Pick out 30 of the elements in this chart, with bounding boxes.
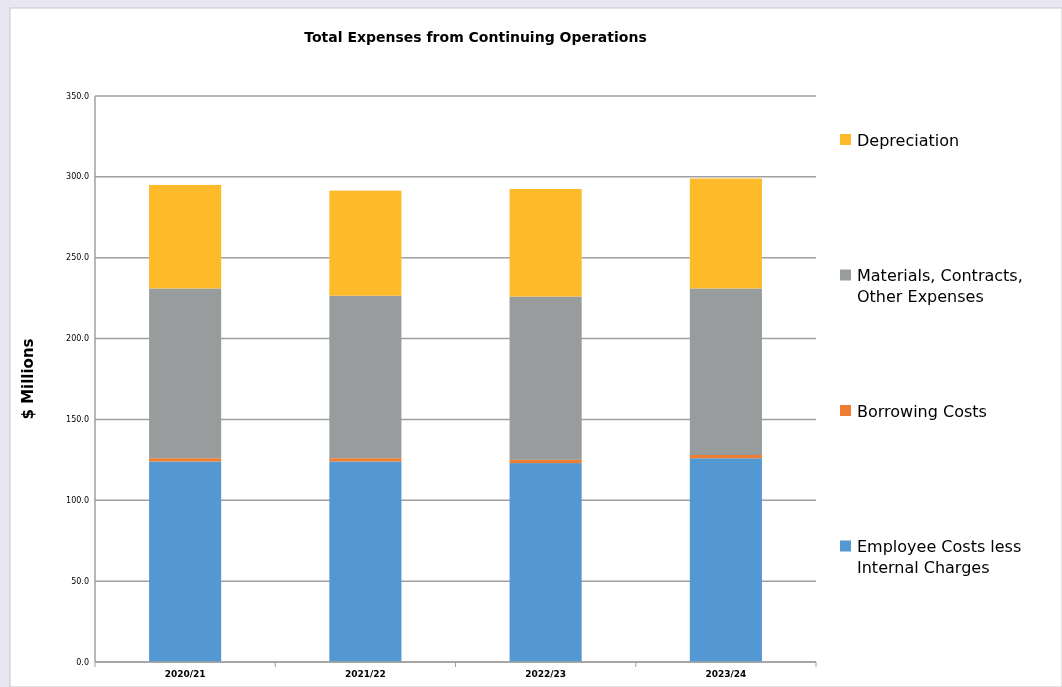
legend-label: Materials, Contracts, Other Expenses [857, 266, 1023, 306]
y-tick-label: 150.0 [66, 414, 89, 424]
x-tick-label: 2021/22 [344, 669, 386, 679]
chart-title: Total Expenses from Continuing Operations [304, 29, 647, 45]
y-tick-label: 50.0 [71, 576, 89, 586]
bar [689, 178, 762, 289]
y-tick-label: 0.0 [76, 657, 89, 667]
legend-label: Borrowing Costs [857, 401, 987, 421]
y-tick-label: 350.0 [66, 91, 89, 101]
x-tick-label: 2023/24 [705, 669, 747, 679]
bar [329, 190, 402, 296]
y-tick-label: 250.0 [66, 253, 89, 263]
x-tick-label: 2022/23 [525, 669, 567, 679]
bar [689, 455, 762, 459]
bar [689, 458, 762, 662]
x-tick-label: 2020/21 [164, 669, 206, 679]
bar [149, 184, 222, 289]
y-tick-label: 100.0 [66, 495, 89, 505]
y-tick-label: 200.0 [66, 334, 89, 344]
bar [329, 461, 402, 662]
bar [509, 188, 582, 297]
bar [509, 459, 582, 464]
legend-label: Employee Costs less Internal Charges [857, 537, 1022, 577]
bar [329, 458, 402, 462]
bar [149, 458, 222, 462]
y-axis-title: $ Millions [19, 338, 37, 420]
bar [509, 463, 582, 662]
legend-label: Depreciation [857, 130, 960, 150]
y-tick-label: 300.0 [66, 172, 89, 182]
bar [149, 461, 222, 662]
